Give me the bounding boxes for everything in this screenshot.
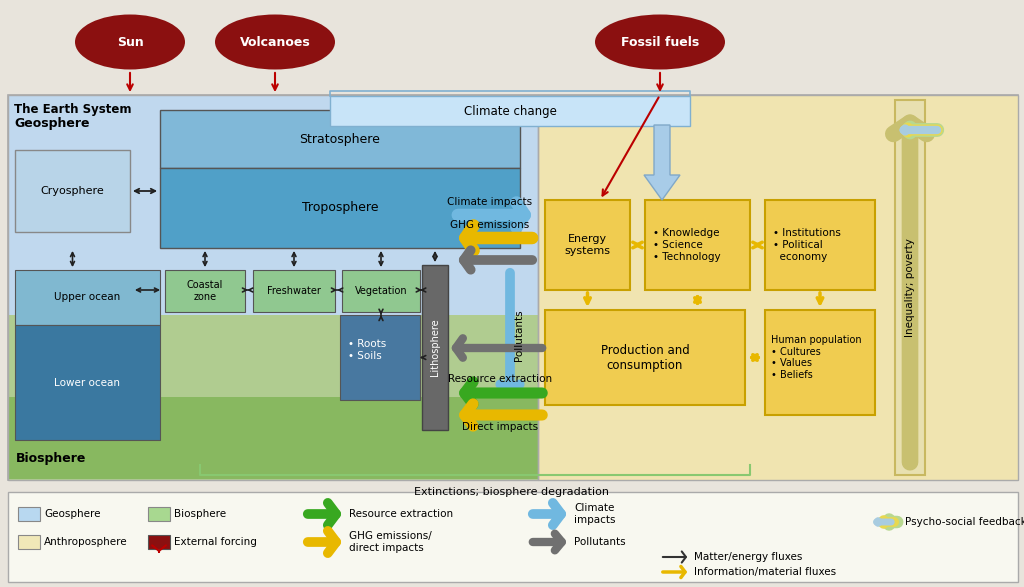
- Ellipse shape: [75, 15, 185, 69]
- Bar: [148, 507, 170, 521]
- Bar: [165, 270, 245, 312]
- Bar: [8, 95, 538, 480]
- Text: Pollutants: Pollutants: [574, 537, 626, 547]
- Text: Lower ocean: Lower ocean: [54, 377, 121, 387]
- Text: Information/material fluxes: Information/material fluxes: [694, 567, 837, 577]
- Text: Cryosphere: Cryosphere: [41, 186, 104, 196]
- Bar: [545, 200, 630, 290]
- Bar: [160, 110, 520, 168]
- Text: Volcanoes: Volcanoes: [240, 35, 310, 49]
- Text: Freshwater: Freshwater: [267, 286, 321, 296]
- Text: Climate change: Climate change: [464, 104, 556, 117]
- Bar: [8, 492, 1018, 582]
- Text: Coastal
zone: Coastal zone: [186, 280, 223, 302]
- Text: Pollutants: Pollutants: [514, 309, 524, 361]
- Bar: [8, 397, 538, 479]
- Bar: [15, 325, 160, 440]
- Text: Resource extraction: Resource extraction: [349, 509, 454, 519]
- Text: GHG emissions: GHG emissions: [451, 220, 529, 230]
- Text: Geosphere: Geosphere: [44, 509, 100, 519]
- Bar: [765, 310, 874, 415]
- Text: Troposphere: Troposphere: [302, 201, 378, 214]
- Text: Climate impacts: Climate impacts: [447, 197, 532, 207]
- Bar: [330, 96, 690, 126]
- Bar: [253, 270, 335, 312]
- Bar: [15, 150, 130, 232]
- Text: Lithosphere: Lithosphere: [430, 319, 440, 376]
- Bar: [342, 270, 420, 312]
- Text: Biosphere: Biosphere: [16, 452, 86, 465]
- Bar: [895, 100, 925, 475]
- Text: Stratosphere: Stratosphere: [300, 133, 381, 146]
- Text: Direct impacts: Direct impacts: [462, 422, 538, 432]
- Bar: [15, 270, 160, 325]
- Text: Sun: Sun: [117, 35, 143, 49]
- Bar: [538, 95, 1018, 480]
- Text: Production and
consumption: Production and consumption: [601, 343, 689, 372]
- Bar: [160, 168, 520, 248]
- Text: Resource extraction: Resource extraction: [447, 374, 552, 384]
- Text: Geosphere: Geosphere: [14, 117, 89, 130]
- Text: External forcing: External forcing: [174, 537, 257, 547]
- Text: Climate
impacts: Climate impacts: [574, 503, 615, 525]
- Bar: [148, 535, 170, 549]
- Bar: [18, 507, 40, 521]
- Text: • Knowledge
• Science
• Technology: • Knowledge • Science • Technology: [653, 228, 721, 262]
- Bar: [645, 200, 750, 290]
- Text: Extinctions; biosphere degradation: Extinctions; biosphere degradation: [415, 487, 609, 497]
- Ellipse shape: [215, 15, 335, 69]
- Ellipse shape: [595, 15, 725, 69]
- Bar: [422, 265, 449, 430]
- Text: Psycho-social feedbacks: Psycho-social feedbacks: [905, 517, 1024, 527]
- Text: Anthroposphere: Anthroposphere: [44, 537, 128, 547]
- Bar: [538, 95, 1018, 480]
- Text: • Institutions
• Political
  economy: • Institutions • Political economy: [773, 228, 841, 262]
- Polygon shape: [644, 125, 680, 200]
- Text: Fossil fuels: Fossil fuels: [621, 35, 699, 49]
- Text: Human population
• Cultures
• Values
• Beliefs: Human population • Cultures • Values • B…: [771, 335, 861, 380]
- Text: Anthroposphere: Anthroposphere: [546, 103, 659, 116]
- Bar: [545, 310, 745, 405]
- Bar: [8, 315, 538, 480]
- Text: Upper ocean: Upper ocean: [54, 292, 121, 302]
- Bar: [8, 95, 1018, 480]
- Bar: [18, 535, 40, 549]
- Text: • Roots
• Soils: • Roots • Soils: [348, 339, 386, 361]
- Bar: [8, 95, 538, 480]
- Bar: [765, 200, 874, 290]
- Text: Inequality; poverty: Inequality; poverty: [905, 238, 915, 337]
- Bar: [340, 315, 420, 400]
- Text: Biosphere: Biosphere: [174, 509, 226, 519]
- Text: Energy
systems: Energy systems: [564, 234, 610, 256]
- Text: The Earth System: The Earth System: [14, 103, 131, 116]
- Text: Vegetation: Vegetation: [354, 286, 408, 296]
- Text: Matter/energy fluxes: Matter/energy fluxes: [694, 552, 803, 562]
- Text: GHG emissions/
direct impacts: GHG emissions/ direct impacts: [349, 531, 432, 553]
